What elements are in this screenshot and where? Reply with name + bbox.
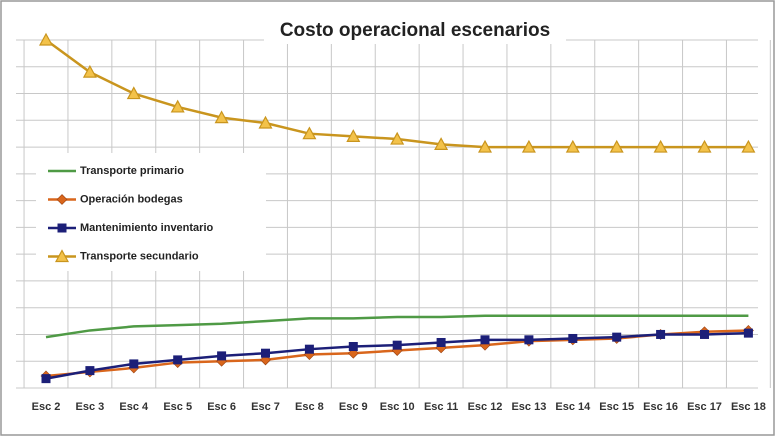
x-tick-label: Esc 11 <box>424 401 458 413</box>
point <box>41 374 51 384</box>
x-tick-label: Esc 14 <box>555 401 591 413</box>
point <box>126 86 141 100</box>
point <box>54 249 70 263</box>
point <box>434 137 449 150</box>
legend: Transporte primario Operación bodegas Mant… <box>48 165 214 263</box>
x-tick-label: Esc 4 <box>119 401 149 413</box>
point <box>653 139 668 153</box>
point <box>57 223 67 233</box>
point <box>304 344 314 354</box>
x-tick-label: Esc 12 <box>468 401 503 413</box>
x-tick-label: Esc 17 <box>687 401 722 413</box>
point <box>214 110 229 124</box>
x-tick-label: Esc 10 <box>380 401 415 413</box>
point <box>261 348 270 358</box>
point <box>612 332 622 342</box>
point <box>346 129 361 142</box>
x-tick-label: Esc 7 <box>251 401 280 413</box>
point <box>741 139 756 153</box>
point <box>743 328 753 338</box>
x-tick-label: Esc 18 <box>731 401 766 413</box>
point <box>477 139 493 153</box>
point <box>302 126 317 140</box>
point <box>258 115 273 129</box>
x-tick-label: Esc 2 <box>32 401 61 413</box>
point <box>56 194 68 205</box>
point <box>392 340 402 350</box>
x-tick-label: Esc 3 <box>76 401 105 413</box>
title-background <box>264 16 566 44</box>
legend-label: Transporte primario <box>80 165 184 177</box>
point <box>697 139 712 153</box>
legend-label: Mantenimiento inventario <box>80 222 214 234</box>
point <box>565 139 580 153</box>
point <box>568 333 578 343</box>
point <box>348 342 358 352</box>
point <box>173 355 183 365</box>
x-tick-label: Esc 16 <box>643 401 678 413</box>
point <box>609 139 624 153</box>
point <box>700 329 709 339</box>
point <box>436 337 446 347</box>
point <box>38 32 54 46</box>
point <box>85 366 95 376</box>
chart-title: Costo operacional escenarios <box>280 20 550 41</box>
x-tick-label: Esc 5 <box>163 401 192 413</box>
series <box>38 32 756 384</box>
point <box>217 351 227 361</box>
x-tick-label: Esc 15 <box>599 401 634 413</box>
point <box>480 335 490 345</box>
point <box>129 359 139 369</box>
series-line <box>45 314 749 339</box>
legend-label: Transporte secundario <box>80 250 199 262</box>
legend-box <box>36 153 266 271</box>
point <box>390 131 405 145</box>
x-tick-label: Esc 6 <box>207 401 236 413</box>
point <box>82 64 97 78</box>
point <box>524 335 534 345</box>
legend-label: Operación bodegas <box>80 193 183 205</box>
point <box>170 99 185 113</box>
x-tick-label: Esc 8 <box>295 401 324 413</box>
point <box>521 139 536 153</box>
x-tick-label: Esc 13 <box>511 401 546 413</box>
x-tick-label: Esc 9 <box>339 401 368 413</box>
point <box>656 329 666 339</box>
